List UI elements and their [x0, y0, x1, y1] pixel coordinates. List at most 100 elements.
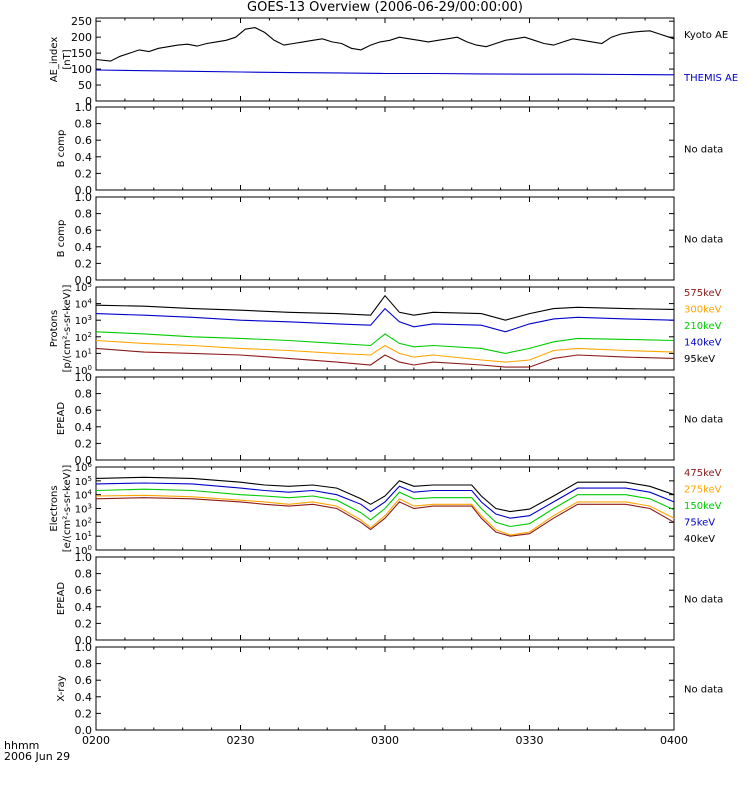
y-tick-label: 104: [75, 298, 93, 311]
y-tick-label: 0.6: [75, 404, 93, 417]
legend-label: 300keV: [684, 305, 722, 316]
y-tick-label: 0.2: [75, 617, 93, 630]
y-axis-label: Protons: [49, 310, 60, 347]
y-tick-label: 150: [71, 47, 92, 60]
panel-0: 0 50 100 150 200 250 AE_index [nT] Kyoto AE THEMI…: [49, 15, 738, 108]
y-tick-label: 250: [71, 15, 92, 28]
legend-label: 210keV: [684, 321, 722, 332]
y-axis-label: B comp: [56, 220, 67, 258]
y-tick-label: 1.0: [75, 191, 93, 204]
y-tick-label: 0.8: [75, 118, 93, 131]
series-line-150keV: [95, 488, 675, 528]
y-axis-label: Electrons: [49, 485, 60, 531]
series-line-140keV: [95, 307, 675, 333]
no-data-label: No data: [684, 235, 723, 246]
series-line-575keV: [95, 347, 675, 368]
no-data-label: No data: [684, 595, 723, 606]
y-tick-label: 1.0: [75, 551, 93, 564]
y-tick-label: 0.6: [75, 584, 93, 597]
series-line-475keV: [95, 497, 675, 537]
x-tick-label: 0300: [371, 734, 399, 747]
y-tick-label: 0.6: [75, 674, 93, 687]
y-axis-label: EPEAD: [56, 582, 67, 616]
y-axis-label: X-ray: [56, 675, 67, 701]
legend-label: 75keV: [684, 518, 715, 529]
series-line-THEMIS AE: [95, 69, 675, 76]
panel-frame: [95, 106, 675, 191]
y-tick-label: 0.2: [75, 257, 93, 270]
panel-4: 0.0 0.2 0.4 0.6 0.8 1.0 EPEAD No data: [56, 371, 723, 467]
x-tick-label: 0230: [227, 734, 255, 747]
y-tick-label: 101: [75, 530, 92, 543]
footer-time-format: hhmm: [4, 739, 40, 752]
y-tick-label: 100: [75, 364, 92, 377]
y-tick-label: 0.8: [75, 388, 93, 401]
y-tick-label: 103: [75, 503, 92, 516]
legend-label: THEMIS AE: [683, 73, 738, 84]
legend-label: 575keV: [684, 288, 722, 299]
y-tick-label: 0.4: [75, 691, 93, 704]
y-tick-label: 0.4: [75, 151, 93, 164]
panel-frame: [95, 17, 675, 102]
legend-label: Kyoto AE: [684, 30, 728, 41]
y-tick-label: 0.0: [75, 274, 93, 287]
y-axis-label: AE_index: [49, 37, 60, 83]
series-line-75keV: [95, 482, 675, 519]
panel-3: 100 101 102 103 104 105 Protons [p/(cm²-s-sr-ke…: [49, 281, 722, 377]
y-tick-label: 0.4: [75, 241, 93, 254]
y-axis-label: [nT]: [62, 49, 73, 69]
legend-label: 275keV: [684, 485, 722, 496]
panel-frame: [95, 376, 675, 461]
y-axis-label: [e/(cm²-s-sr-keV)]: [62, 465, 73, 553]
y-tick-label: 0.0: [75, 724, 93, 737]
y-tick-label: 105: [75, 475, 92, 488]
y-tick-label: 0.2: [75, 437, 93, 450]
panel-6: 0.0 0.2 0.4 0.6 0.8 1.0 EPEAD No data: [56, 551, 723, 647]
legend-label: 475keV: [684, 468, 722, 479]
footer-date: 2006 Jun 29: [4, 750, 71, 763]
y-tick-label: 0.6: [75, 224, 93, 237]
y-tick-label: 100: [75, 544, 92, 557]
y-tick-label: 0.4: [75, 601, 93, 614]
panel-7: 0.0 0.2 0.4 0.6 0.8 1.0 X-ray No data: [56, 641, 723, 737]
y-tick-label: 0.8: [75, 208, 93, 221]
panel-frame: [95, 646, 675, 731]
y-tick-label: 106: [75, 461, 93, 474]
series-line-300keV: [95, 339, 675, 363]
y-tick-label: 0: [85, 95, 92, 108]
series-line-Kyoto AE: [95, 27, 675, 62]
y-tick-label: 1.0: [75, 641, 93, 654]
y-tick-label: 104: [75, 489, 93, 502]
series-line-275keV: [95, 494, 675, 536]
series-line-40keV: [95, 476, 675, 513]
y-tick-label: 103: [75, 314, 92, 327]
y-tick-label: 0.0: [75, 184, 93, 197]
y-tick-label: 105: [75, 281, 92, 294]
x-tick-label: 0330: [516, 734, 544, 747]
no-data-label: No data: [684, 145, 723, 156]
y-tick-label: 0.6: [75, 134, 93, 147]
y-axis-label: [p/(cm²-s-sr-keV)]: [62, 285, 73, 373]
no-data-label: No data: [684, 415, 723, 426]
y-tick-label: 100: [71, 63, 92, 76]
y-tick-label: 50: [78, 79, 92, 92]
y-tick-label: 0.8: [75, 568, 93, 581]
legend-label: 95keV: [684, 354, 715, 365]
y-tick-label: 1.0: [75, 371, 93, 384]
series-line-95keV: [95, 294, 675, 321]
y-tick-label: 0.8: [75, 658, 93, 671]
panel-2: 0.0 0.2 0.4 0.6 0.8 1.0 B comp No data: [56, 191, 723, 287]
y-tick-label: 101: [75, 347, 92, 360]
y-tick-label: 0.2: [75, 707, 93, 720]
y-axis-label: B comp: [56, 130, 67, 168]
panel-frame: [95, 286, 675, 371]
x-tick-label: 0200: [82, 734, 110, 747]
y-tick-label: 0.0: [75, 454, 93, 467]
legend-label: 150keV: [684, 501, 722, 512]
y-tick-label: 0.2: [75, 167, 93, 180]
legend-label: 140keV: [684, 338, 722, 349]
no-data-label: No data: [684, 685, 723, 696]
